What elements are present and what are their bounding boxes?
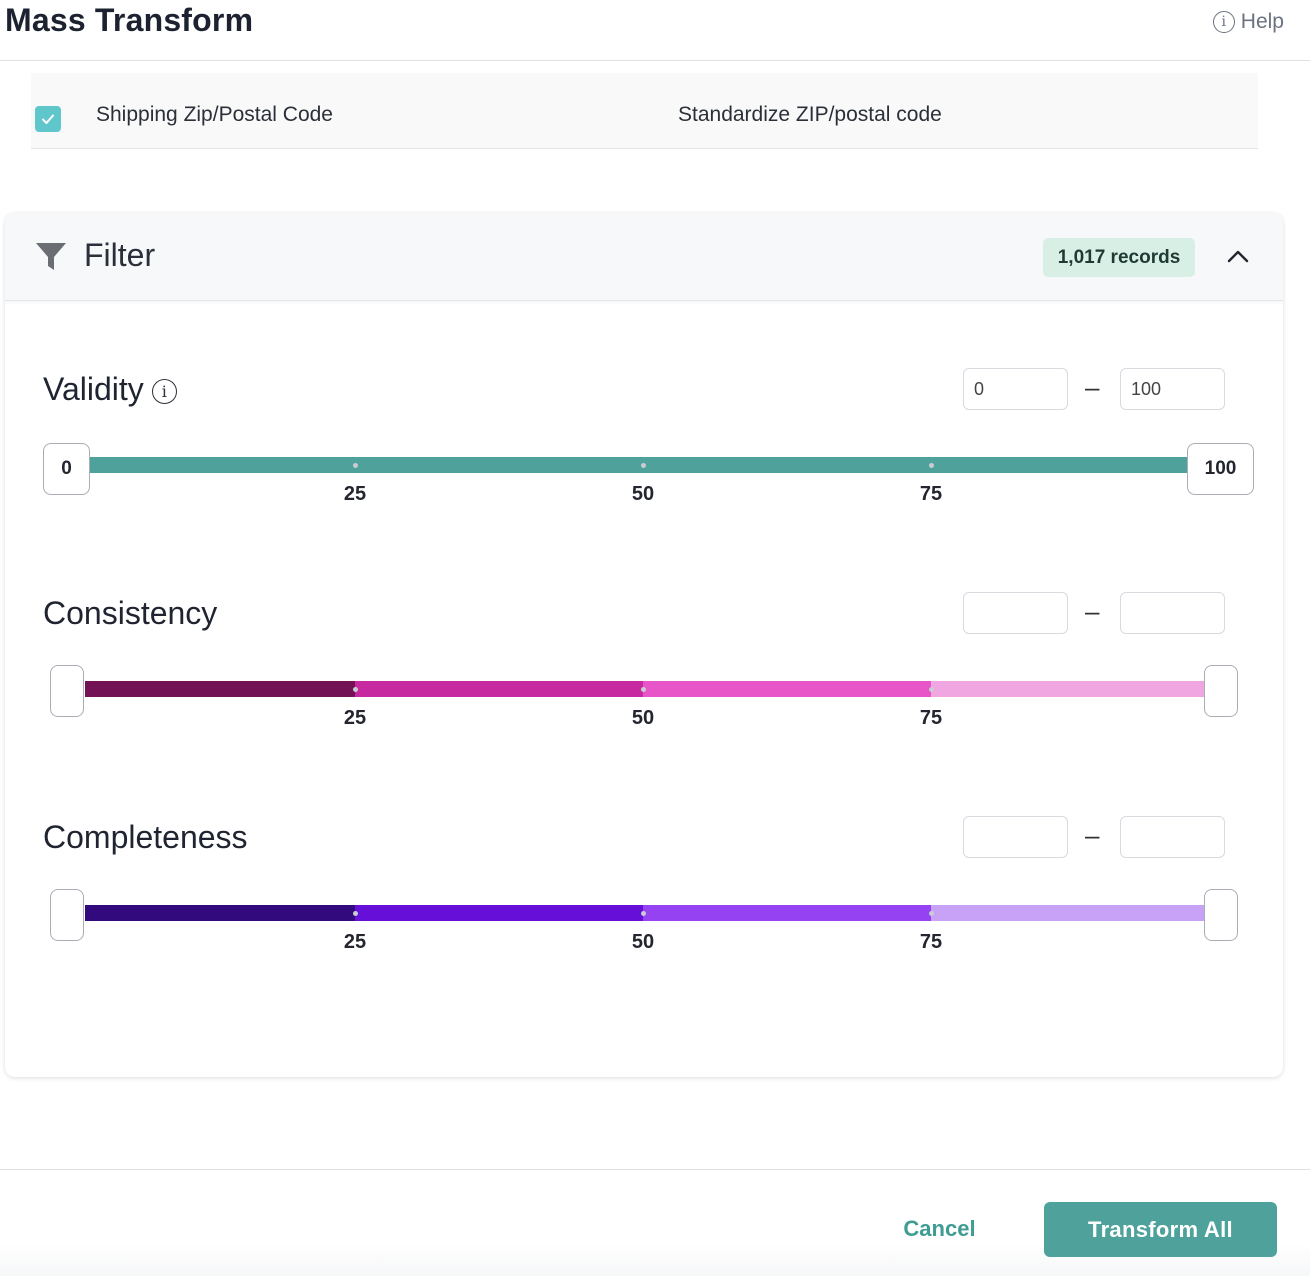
slider-segment	[931, 681, 1205, 697]
consistency-label: Consistency	[43, 593, 217, 633]
slider-segment	[931, 905, 1205, 921]
tick-label: 75	[919, 483, 943, 505]
consistency-min-handle[interactable]	[50, 665, 84, 717]
slider-segment	[85, 681, 355, 697]
range-separator: –	[1085, 596, 1100, 626]
consistency-max-handle[interactable]	[1204, 665, 1238, 717]
help-label: Help	[1240, 10, 1284, 33]
tick-label: 25	[343, 707, 367, 729]
tick-label: 50	[631, 707, 655, 729]
tick-dot	[353, 911, 358, 916]
validity-max-input[interactable]	[1120, 368, 1225, 410]
filter-header: Filter 1,017 records	[5, 213, 1283, 301]
range-separator: –	[1085, 372, 1100, 402]
completeness-max-input[interactable]	[1120, 816, 1225, 858]
tick-dot	[641, 687, 646, 692]
metric-label-text: Consistency	[43, 594, 218, 631]
field-checkbox[interactable]	[35, 106, 61, 132]
field-action: Standardize ZIP/postal code	[678, 103, 942, 126]
completeness-min-handle[interactable]	[50, 889, 84, 941]
filter-panel: Filter 1,017 records Validity i – 25 50 75 0 10…	[5, 213, 1283, 1077]
slider-segment	[355, 905, 643, 921]
chevron-up-icon[interactable]	[1224, 243, 1252, 271]
slider-segment	[931, 457, 1205, 473]
tick-label: 75	[919, 931, 943, 953]
tick-label: 75	[919, 707, 943, 729]
records-badge: 1,017 records	[1043, 238, 1195, 277]
cancel-button[interactable]: Cancel	[882, 1209, 997, 1249]
slider-segment	[85, 457, 355, 473]
dialog-footer: Cancel Transform All	[0, 1169, 1310, 1276]
transform-all-button[interactable]: Transform All	[1044, 1202, 1277, 1257]
page-title: Mass Transform	[5, 2, 254, 38]
metric-label-text: Completeness	[43, 818, 248, 855]
tick-dot	[929, 687, 934, 692]
tick-dot	[353, 687, 358, 692]
tick-dot	[641, 463, 646, 468]
slider-segment	[355, 681, 643, 697]
tick-dot	[641, 911, 646, 916]
validity-label: Validity i	[43, 369, 177, 409]
tick-dot	[929, 463, 934, 468]
validity-slider-track[interactable]	[5, 457, 1283, 473]
consistency-max-input[interactable]	[1120, 592, 1225, 634]
validity-min-input[interactable]	[963, 368, 1068, 410]
slider-segment	[643, 905, 931, 921]
completeness-slider-track[interactable]	[5, 905, 1283, 921]
validity-filter: Validity i – 25 50 75 0 100	[5, 368, 1283, 529]
tick-dot	[353, 463, 358, 468]
validity-min-handle[interactable]: 0	[43, 443, 90, 495]
consistency-slider-track[interactable]	[5, 681, 1283, 697]
field-name: Shipping Zip/Postal Code	[96, 103, 333, 126]
field-row: Shipping Zip/Postal Code Standardize ZIP…	[31, 73, 1258, 149]
slider-segment	[85, 905, 355, 921]
completeness-label: Completeness	[43, 817, 248, 857]
filter-icon	[36, 243, 66, 270]
check-icon	[42, 114, 54, 124]
completeness-filter: Completeness – 25 50 75	[5, 816, 1283, 977]
slider-segment	[643, 681, 931, 697]
completeness-max-handle[interactable]	[1204, 889, 1238, 941]
dialog-header: Mass Transform i Help	[0, 0, 1310, 61]
tick-label: 25	[343, 483, 367, 505]
metric-label-text: Validity	[43, 370, 144, 407]
tick-dot	[929, 911, 934, 916]
tick-label: 25	[343, 931, 367, 953]
slider-segment	[355, 457, 643, 473]
consistency-min-input[interactable]	[963, 592, 1068, 634]
completeness-min-input[interactable]	[963, 816, 1068, 858]
consistency-filter: Consistency – 25 50 75	[5, 592, 1283, 753]
tick-label: 50	[631, 483, 655, 505]
slider-segment	[643, 457, 931, 473]
filter-title: Filter	[84, 237, 156, 273]
tick-label: 50	[631, 931, 655, 953]
help-link[interactable]: i Help	[1212, 8, 1284, 36]
info-icon: i	[1212, 11, 1235, 33]
validity-max-handle[interactable]: 100	[1187, 443, 1254, 495]
info-icon[interactable]: i	[151, 378, 177, 404]
range-separator: –	[1085, 820, 1100, 850]
